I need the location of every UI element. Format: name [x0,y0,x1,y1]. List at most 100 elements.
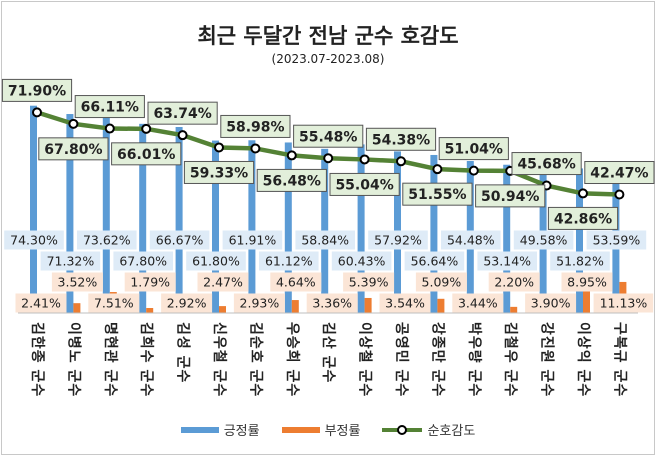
label-text: 67.80% [44,142,102,158]
bar-negative [146,308,154,313]
data-label-positive: 66.67% [149,230,210,250]
data-label-negative: 2.47% [197,272,249,292]
category-label: 이상철 군수 [356,322,373,398]
label-box [477,251,537,271]
legend-label: 순호감도 [427,424,476,439]
label-box [15,293,67,313]
net-marker [614,189,625,200]
net-marker [214,142,224,153]
label-text: 53.14% [483,254,531,269]
label-text: 71.90% [8,83,66,99]
label-text: 74.30% [10,233,58,248]
category-label: 우승희 군수 [283,322,300,398]
label-box [513,230,574,250]
data-label-net: 51.04% [438,137,509,161]
label-text: 54.48% [447,233,495,248]
net-marker [578,188,588,199]
data-label-positive: 56.64% [404,251,465,271]
data-label-positive: 61.91% [222,230,283,250]
data-label-net: 42.86% [547,206,619,230]
label-text: 73.62% [83,233,131,248]
label-box [222,230,283,250]
category-label: 이상익 군수 [575,322,591,398]
label-text: 53.59% [593,233,641,248]
label-text: 42.86% [554,211,612,227]
bar-positive [212,140,219,313]
bar-positive [175,126,183,314]
data-label-net: 45.68% [511,152,582,176]
label-box [402,182,473,206]
label-box [547,206,619,230]
net-marker [323,153,334,164]
label-text: 8.95% [567,275,607,290]
label-box [4,230,64,250]
bar-negative [291,300,299,313]
label-box [124,272,176,292]
data-label-negative: 4.64% [270,272,322,292]
label-box [368,230,428,250]
label-text: 2.93% [240,296,280,311]
data-label-net: 66.01% [111,142,182,166]
label-text: 58.98% [226,119,284,135]
label-text: 51.04% [445,142,503,158]
category-label: 신우철 군수 [211,322,227,398]
data-label-negative: 5.09% [415,272,467,292]
data-label-positive: 73.62% [77,230,137,250]
label-box [259,251,319,271]
label-text: 56.64% [411,254,459,269]
label-box [404,251,465,271]
label-text: 61.80% [192,254,240,269]
bar-negative [364,297,372,313]
category-label: 김산 군수 [320,322,337,384]
category-label: 김철우 군수 [502,322,519,398]
label-box [561,272,613,292]
label-box [379,293,431,313]
data-label-positive: 67.80% [113,251,173,271]
label-text: 3.90% [531,296,571,311]
net-marker [104,123,115,134]
data-label-negative: 11.13% [593,293,654,313]
label-box [233,293,285,313]
label-box [525,293,577,313]
data-label-net: 56.48% [256,168,327,192]
legend-item-net: 순호감도 [382,420,475,439]
label-text: 66.11% [81,100,139,116]
net-marker [32,107,42,118]
label-text: 4.64% [276,275,316,290]
bar-positive [284,142,292,313]
category-label: 구복규 군수 [611,322,628,398]
label-text: 3.52% [58,275,98,290]
label-box [51,272,103,292]
legend-label: 긍정률 [223,424,260,439]
label-box [295,230,355,250]
label-box [256,168,327,192]
category-label: 이병노 군수 [65,322,82,398]
data-label-net: 67.80% [38,137,109,161]
label-text: 2.47% [203,275,243,290]
net-marker [250,143,261,154]
legend-item-positive: 긍정률 [180,420,260,439]
label-text: 5.09% [422,275,462,290]
label-box [88,293,140,313]
label-text: 66.67% [156,233,204,248]
label-box [197,272,249,292]
net-marker [177,130,188,141]
label-box [584,161,655,185]
bar-negative [510,306,518,313]
label-box [511,152,582,176]
label-box [593,293,654,313]
data-label-negative: 1.79% [124,272,176,292]
label-box [306,293,358,313]
data-label-positive: 57.92% [368,230,428,250]
data-label-positive: 74.30% [4,230,64,250]
data-label-net: 55.48% [293,124,364,148]
label-box [415,272,467,292]
category-label: 김한종 군수 [29,322,45,398]
label-text: 55.48% [299,129,357,145]
label-box [183,160,255,184]
data-label-positive: 71.32% [40,251,101,271]
label-text: 59.33% [190,166,248,182]
label-box [475,184,546,208]
label-text: 58.84% [301,233,349,248]
